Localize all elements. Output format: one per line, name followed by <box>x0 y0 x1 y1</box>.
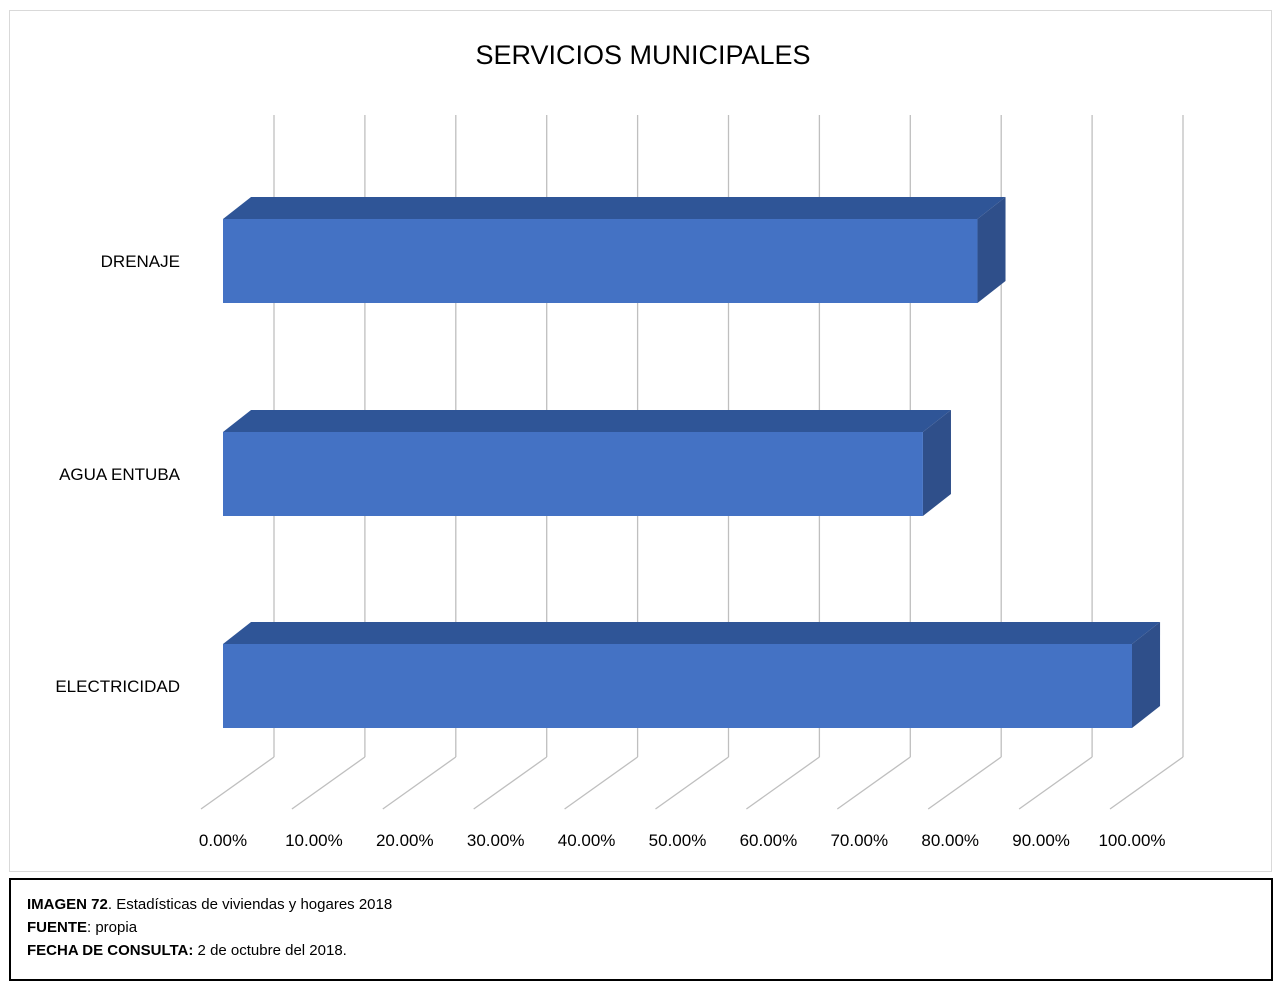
category-label: DRENAJE <box>101 252 180 271</box>
chart-title: SERVICIOS MUNICIPALES <box>475 40 810 70</box>
caption-line-2: FUENTE: propia <box>27 916 1271 939</box>
bar-side-face <box>977 197 1006 303</box>
category-label: ELECTRICIDAD <box>55 677 180 696</box>
caption-date-value: 2 de octubre del 2018. <box>193 942 347 959</box>
bar-side-face <box>1132 622 1161 728</box>
x-tick-label: 40.00% <box>558 831 616 850</box>
caption-description: . Estadísticas de viviendas y hogares 20… <box>107 896 393 913</box>
bar-top-face <box>223 197 1006 219</box>
x-axis-ticks: 0.00% 10.00% 20.00% 30.00% 40.00% 50.00% 60.00… <box>199 831 1166 850</box>
category-label: AGUA ENTUBA <box>59 465 181 484</box>
bar <box>223 219 978 303</box>
floor-gridline <box>1109 756 1184 810</box>
bar-side-face <box>922 410 951 516</box>
caption-source-value: : propia <box>87 919 138 936</box>
bar-top-face <box>223 410 951 432</box>
floor-gridline <box>200 756 275 810</box>
floor-gridline <box>927 756 1002 810</box>
x-tick-label: 50.00% <box>649 831 707 850</box>
x-tick-label: 80.00% <box>921 831 979 850</box>
caption-line-3: FECHA DE CONSULTA: 2 de octubre del 2018… <box>27 939 1271 962</box>
floor-gridline <box>836 756 911 810</box>
caption-date-label: FECHA DE CONSULTA: <box>27 942 194 959</box>
bar-top-face <box>223 622 1161 644</box>
x-tick-label: 90.00% <box>1012 831 1070 850</box>
x-tick-label: 0.00% <box>199 831 247 850</box>
floor-gridline <box>746 756 820 810</box>
x-tick-label: 60.00% <box>740 831 798 850</box>
bar-chart: SERVICIOS MUNICIPALES 0.00% 10.00% 20.00% 3… <box>55 40 1184 850</box>
bars <box>223 197 1161 728</box>
y-axis-labels: DRENAJE AGUA ENTUBA ELECTRICIDAD <box>55 252 180 696</box>
x-tick-label: 100.00% <box>1098 831 1165 850</box>
floor-gridline <box>564 756 638 810</box>
floor-gridline <box>1018 756 1093 810</box>
floor-gridline <box>655 756 729 810</box>
x-tick-label: 10.00% <box>285 831 343 850</box>
caption-line-1: IMAGEN 72. Estadísticas de viviendas y h… <box>27 893 1271 916</box>
x-tick-label: 30.00% <box>467 831 525 850</box>
floor-gridline <box>473 756 548 810</box>
floor-gridline <box>382 756 457 810</box>
caption-image-number: IMAGEN 72 <box>27 896 108 913</box>
bar <box>223 644 1132 728</box>
floor-gridline <box>291 756 366 810</box>
x-tick-label: 70.00% <box>830 831 888 850</box>
x-tick-label: 20.00% <box>376 831 434 850</box>
caption-source-label: FUENTE <box>27 919 87 936</box>
figure-caption: IMAGEN 72. Estadísticas de viviendas y h… <box>9 878 1273 981</box>
bar <box>223 432 923 516</box>
